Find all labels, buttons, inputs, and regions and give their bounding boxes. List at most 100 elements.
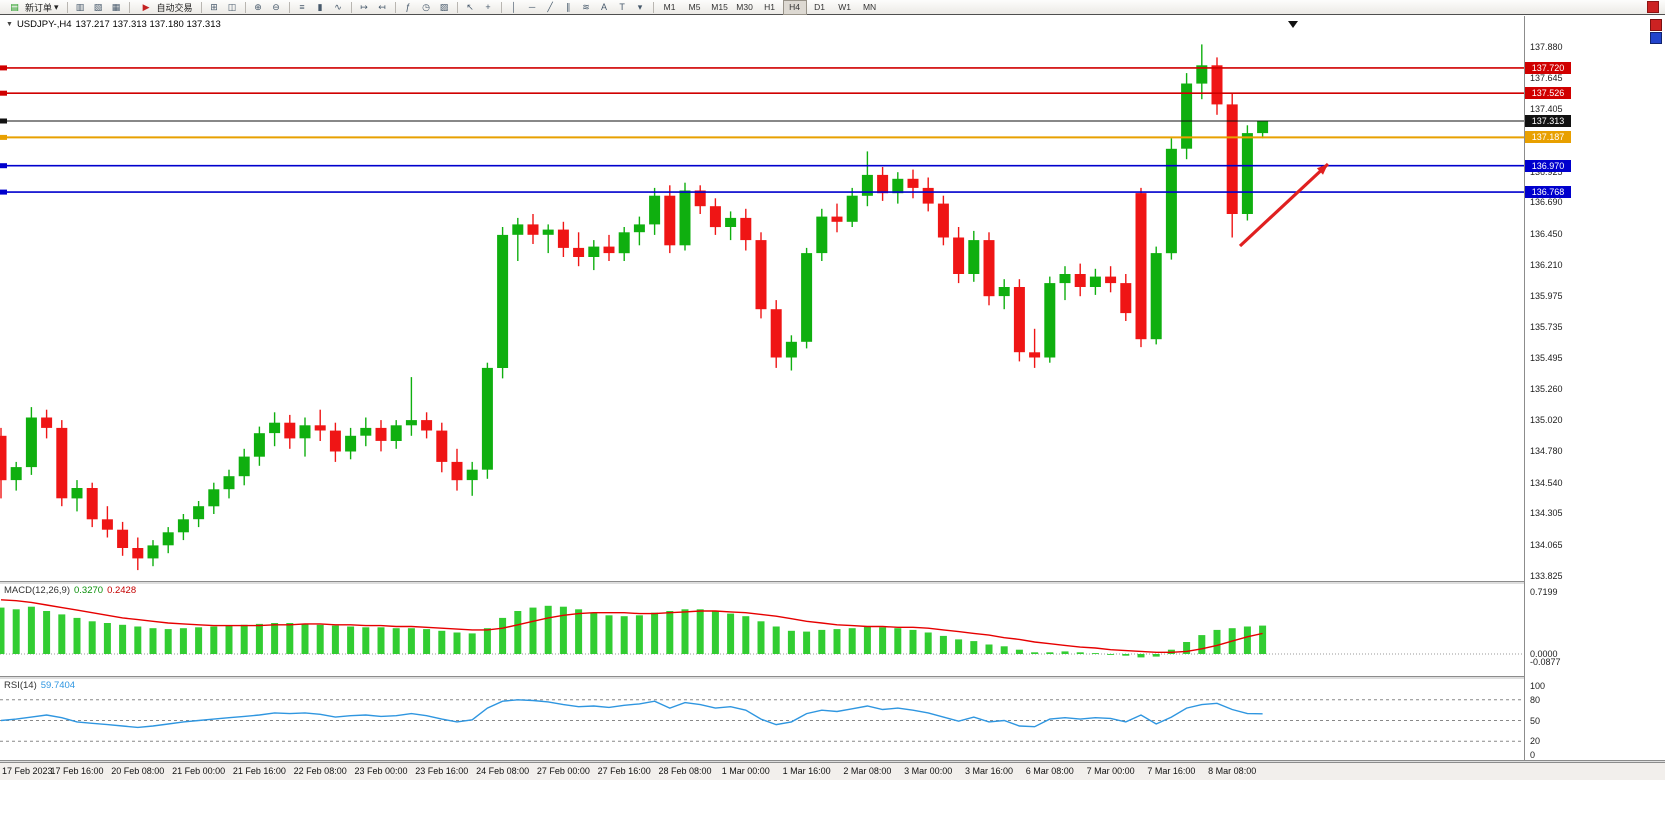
fibonacci-icon[interactable]: ≋	[582, 1, 590, 12]
macd-axis-label: 0.7199	[1530, 587, 1558, 598]
arrows-icon[interactable]: ▾	[637, 1, 643, 12]
vertical-line-icon[interactable]: │	[511, 1, 517, 12]
cascade-windows-icon[interactable]: ◫	[227, 1, 237, 12]
price-axis-label: 136.690	[1530, 197, 1563, 208]
macd-indicator-label: MACD(12,26,9) 0.3270 0.2428	[4, 585, 136, 596]
toolbar-separator	[456, 1, 458, 13]
text-icon[interactable]: A	[601, 1, 608, 12]
time-axis-label: 24 Feb 08:00	[476, 766, 530, 776]
cursor-icon[interactable]: ↖	[466, 1, 474, 12]
price-axis-label: 136.210	[1530, 259, 1563, 270]
chevron-down-icon: ▾	[54, 1, 59, 12]
templates-icon[interactable]: ▨	[439, 1, 449, 12]
rsi-panel[interactable]	[0, 679, 1524, 760]
zoom-in-icon[interactable]: ⊕	[254, 1, 262, 12]
timeframe-w1-button[interactable]: W1	[838, 2, 851, 12]
toolbar-right-icon[interactable]	[1647, 1, 1659, 13]
price-axis-label: 136.450	[1530, 228, 1563, 239]
profiles-icon[interactable]: ▧	[93, 1, 103, 12]
price-tag: 136.768	[1525, 186, 1571, 199]
rsi-axis-label: 20	[1530, 736, 1541, 747]
candlestick-chart[interactable]	[0, 16, 1524, 581]
macd-name: MACD(12,26,9)	[4, 585, 70, 596]
price-axis[interactable]: 137.880137.645137.405136.925136.690136.4…	[1524, 16, 1665, 760]
timeframe-h1-button[interactable]: H1	[764, 2, 775, 12]
toolbar-charts-group: ▥ ▧ ▦	[72, 0, 125, 15]
toolbar-separator	[128, 1, 130, 13]
ohlc-readout: 137.217 137.313 137.180 137.313	[75, 19, 221, 30]
rsi-axis-label: 80	[1530, 694, 1541, 705]
macd-axis-label: -0.0877	[1530, 656, 1561, 667]
zoom-out-icon[interactable]: ⊖	[272, 1, 280, 12]
price-axis-label: 134.780	[1530, 446, 1563, 457]
time-axis-label: 7 Mar 16:00	[1147, 766, 1196, 776]
indicators-icon[interactable]: ƒ	[405, 1, 411, 12]
time-axis-label: 8 Mar 08:00	[1208, 766, 1257, 776]
price-axis-label: 137.880	[1530, 42, 1563, 52]
autotrading-icon: ▶	[142, 1, 150, 12]
time-axis-label: 27 Feb 16:00	[597, 766, 651, 776]
line-chart-icon[interactable]: ∿	[334, 1, 342, 12]
horizontal-line-icon[interactable]: ─	[528, 1, 536, 12]
price-axis-label: 134.305	[1530, 508, 1563, 519]
time-axis-label: 6 Mar 08:00	[1025, 766, 1074, 776]
timeframe-m1-button[interactable]: M1	[663, 2, 676, 12]
chart-shift-icon[interactable]: ↤	[378, 1, 386, 12]
rsi-plot[interactable]	[0, 679, 1524, 760]
one-click-trading-arrow[interactable]: ▼	[6, 21, 13, 28]
toolbar-separator	[288, 1, 290, 13]
auto-scroll-icon[interactable]: ↦	[360, 1, 368, 12]
macd-axis-label: 0.0000	[1530, 649, 1558, 659]
toolbar-separator	[652, 1, 654, 13]
time-axis-label: 7 Mar 00:00	[1086, 766, 1135, 776]
timeframe-d1-button[interactable]: D1	[814, 2, 825, 12]
toolbar-separator	[66, 1, 68, 13]
bar-chart-icon[interactable]: ≡	[299, 1, 305, 12]
time-axis-label: 23 Feb 16:00	[415, 766, 469, 776]
trendline-icon[interactable]: ╱	[547, 1, 553, 12]
price-axis-label: 133.825	[1530, 571, 1563, 581]
time-axis-label: 17 Feb 2023	[2, 766, 53, 776]
autotrading-button[interactable]: ▶ 自动交易	[134, 0, 197, 15]
price-axis-label: 135.020	[1530, 415, 1563, 426]
time-axis-label: 21 Feb 16:00	[232, 766, 286, 776]
periods-icon[interactable]: ◷	[422, 1, 430, 12]
chart-scroll-down-button[interactable]	[1650, 32, 1662, 44]
tile-windows-icon[interactable]: ⊞	[210, 1, 218, 12]
main-toolbar: ▤ 新订单 ▾ ▥ ▧ ▦ ▶ 自动交易 ⊞ ◫ ⊕ ⊖ ≡ ▮ ∿ ↦ ↤ ƒ ◷ ▨ ↖ + │ ─ ╱ ∥ ≋ A T…	[0, 0, 1665, 15]
new-chart-icon[interactable]: ▥	[75, 1, 85, 12]
time-axis-label: 21 Feb 00:00	[172, 766, 226, 776]
price-axis-label: 134.540	[1530, 477, 1563, 488]
macd-plot[interactable]	[0, 584, 1524, 676]
rsi-axis-label: 100	[1530, 681, 1546, 691]
timeframe-m15-button[interactable]: M15	[711, 2, 728, 12]
time-axis-label: 28 Feb 08:00	[658, 766, 712, 776]
time-axis-label: 3 Mar 16:00	[964, 766, 1014, 776]
crosshair-icon[interactable]: +	[485, 1, 491, 12]
timeframe-h4-button[interactable]: H4	[782, 0, 807, 15]
price-chart-canvas[interactable]	[0, 16, 1524, 581]
macd-main-value: 0.3270	[74, 585, 104, 596]
channel-icon[interactable]: ∥	[565, 1, 571, 12]
candlestick-chart-icon[interactable]: ▮	[317, 1, 323, 12]
price-axis-label: 135.975	[1530, 290, 1563, 301]
rsi-indicator-label: RSI(14) 59.7404	[4, 680, 75, 691]
timeframe-mn-button[interactable]: MN	[862, 2, 877, 12]
price-tag: 136.970	[1525, 159, 1571, 172]
price-tag: 137.720	[1525, 61, 1571, 74]
price-axis-label: 135.735	[1530, 321, 1563, 332]
timeframe-m5-button[interactable]: M5	[688, 2, 701, 12]
rsi-axis-label: 50	[1530, 715, 1541, 726]
label-icon[interactable]: T	[619, 1, 625, 12]
price-tag: 137.313	[1525, 114, 1571, 127]
macd-panel[interactable]	[0, 584, 1524, 676]
price-axis-label: 137.405	[1530, 103, 1563, 114]
new-order-button[interactable]: ▤ 新订单 ▾	[2, 0, 63, 15]
timeframe-m30-button[interactable]: M30	[736, 2, 753, 12]
rsi-axis-label: 0	[1530, 750, 1536, 760]
time-axis[interactable]: 17 Feb 2023 17 Feb 16:00 20 Feb 08:00 21 Fe…	[0, 762, 1665, 780]
market-watch-icon[interactable]: ▦	[111, 1, 121, 12]
price-axis-label: 135.495	[1530, 353, 1563, 364]
toolbar-separator	[200, 1, 202, 13]
chart-scroll-up-button[interactable]	[1650, 19, 1662, 31]
